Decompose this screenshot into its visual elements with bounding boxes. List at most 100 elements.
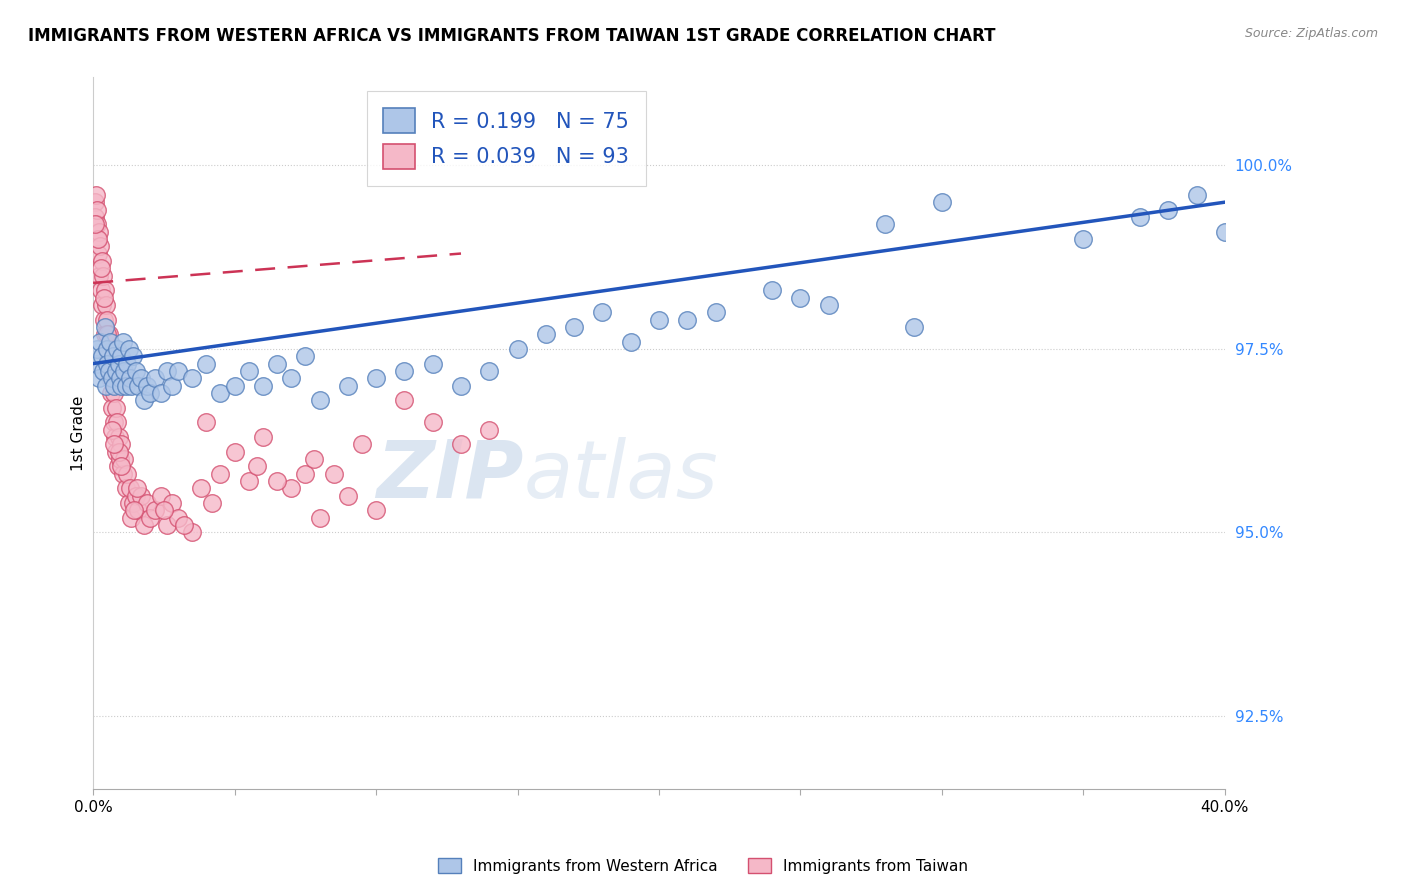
Point bbox=[103, 415, 125, 429]
Point bbox=[87, 371, 110, 385]
Point bbox=[903, 319, 925, 334]
Point bbox=[108, 452, 131, 467]
Point bbox=[111, 467, 134, 481]
Point bbox=[209, 467, 232, 481]
Point bbox=[84, 357, 107, 371]
Point bbox=[308, 510, 330, 524]
Point bbox=[103, 386, 125, 401]
Point bbox=[107, 430, 129, 444]
Point bbox=[506, 342, 529, 356]
Point bbox=[478, 423, 501, 437]
Point bbox=[167, 364, 190, 378]
Point bbox=[91, 268, 114, 283]
Point bbox=[97, 364, 120, 378]
Point bbox=[112, 452, 135, 467]
Point bbox=[108, 371, 131, 385]
Text: Source: ZipAtlas.com: Source: ZipAtlas.com bbox=[1244, 27, 1378, 40]
Point bbox=[98, 334, 121, 349]
Point bbox=[90, 261, 112, 276]
Point bbox=[96, 357, 118, 371]
Point bbox=[121, 349, 143, 363]
Point bbox=[195, 415, 218, 429]
Point bbox=[122, 503, 145, 517]
Point bbox=[93, 312, 115, 326]
Point bbox=[118, 371, 141, 385]
Point bbox=[121, 496, 143, 510]
Point bbox=[364, 371, 387, 385]
Point bbox=[591, 305, 613, 319]
Point bbox=[115, 357, 138, 371]
Point bbox=[173, 518, 195, 533]
Point bbox=[93, 291, 115, 305]
Point bbox=[118, 481, 141, 495]
Point bbox=[91, 298, 114, 312]
Point bbox=[252, 378, 274, 392]
Point bbox=[100, 371, 122, 385]
Point bbox=[90, 253, 112, 268]
Point bbox=[145, 503, 167, 517]
Point bbox=[162, 496, 184, 510]
Point bbox=[394, 393, 416, 408]
Point bbox=[107, 459, 129, 474]
Point bbox=[97, 327, 120, 342]
Point bbox=[350, 437, 373, 451]
Point bbox=[90, 349, 112, 363]
Point bbox=[201, 496, 224, 510]
Point bbox=[120, 510, 142, 524]
Point bbox=[156, 364, 179, 378]
Point bbox=[1129, 210, 1152, 224]
Point bbox=[110, 437, 132, 451]
Point bbox=[162, 378, 184, 392]
Point bbox=[181, 371, 204, 385]
Point bbox=[83, 195, 105, 210]
Point bbox=[238, 474, 260, 488]
Point bbox=[252, 430, 274, 444]
Point bbox=[91, 364, 114, 378]
Point bbox=[87, 225, 110, 239]
Point bbox=[195, 357, 218, 371]
Point bbox=[153, 503, 176, 517]
Legend: Immigrants from Western Africa, Immigrants from Taiwan: Immigrants from Western Africa, Immigran… bbox=[432, 852, 974, 880]
Point bbox=[120, 378, 142, 392]
Point bbox=[139, 510, 162, 524]
Point bbox=[97, 357, 120, 371]
Point bbox=[104, 430, 127, 444]
Point bbox=[336, 489, 359, 503]
Point bbox=[167, 510, 190, 524]
Point bbox=[704, 305, 727, 319]
Point bbox=[139, 386, 162, 401]
Point bbox=[100, 386, 122, 401]
Point bbox=[145, 371, 167, 385]
Point bbox=[336, 378, 359, 392]
Point bbox=[101, 349, 124, 363]
Point bbox=[94, 298, 117, 312]
Point bbox=[648, 312, 671, 326]
Point bbox=[127, 503, 149, 517]
Point bbox=[761, 283, 783, 297]
Point bbox=[181, 525, 204, 540]
Point bbox=[150, 386, 173, 401]
Point bbox=[98, 357, 121, 371]
Point bbox=[280, 481, 302, 495]
Point bbox=[84, 187, 107, 202]
Y-axis label: 1st Grade: 1st Grade bbox=[72, 396, 86, 471]
Point bbox=[478, 364, 501, 378]
Point bbox=[105, 444, 128, 458]
Point bbox=[676, 312, 699, 326]
Point bbox=[115, 467, 138, 481]
Point bbox=[89, 239, 111, 253]
Point bbox=[394, 364, 416, 378]
Point bbox=[789, 291, 811, 305]
Point bbox=[308, 393, 330, 408]
Point bbox=[266, 474, 288, 488]
Point bbox=[136, 378, 159, 392]
Point bbox=[931, 195, 953, 210]
Point bbox=[117, 342, 139, 356]
Point bbox=[103, 437, 125, 451]
Text: atlas: atlas bbox=[523, 437, 718, 515]
Point bbox=[110, 459, 132, 474]
Point bbox=[108, 444, 131, 458]
Point bbox=[96, 312, 118, 326]
Point bbox=[117, 496, 139, 510]
Point bbox=[112, 364, 135, 378]
